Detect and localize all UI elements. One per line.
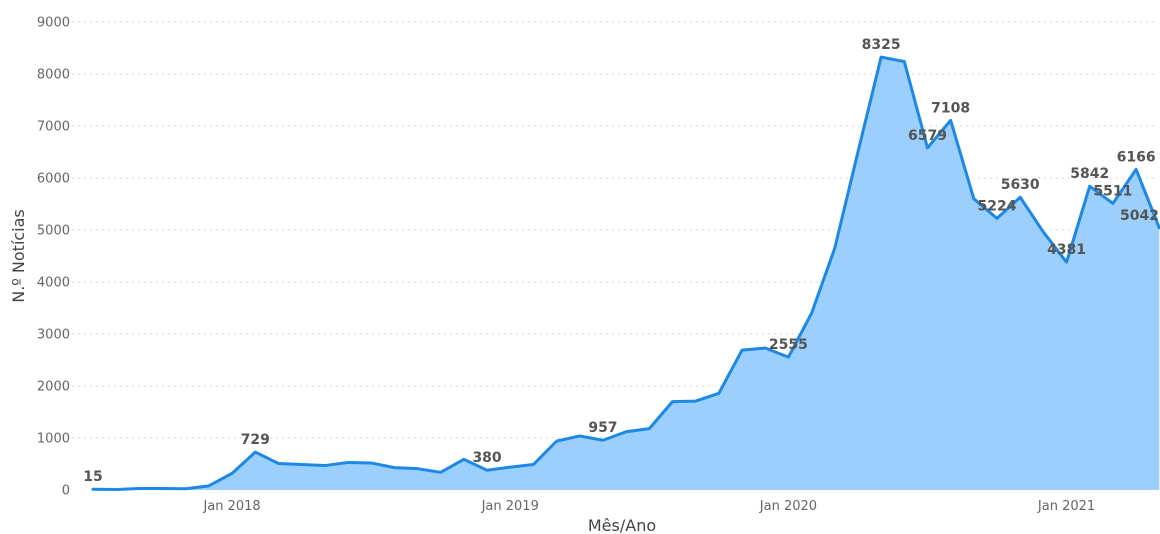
data-label: 729 bbox=[241, 432, 270, 448]
data-label: 2555 bbox=[769, 337, 808, 353]
data-labels: 15 729 380 957 2555 8325 6579 7108 5224 5630 4381 5… bbox=[83, 37, 1159, 485]
data-label: 380 bbox=[472, 450, 501, 466]
y-tick-label: 5000 bbox=[37, 224, 70, 239]
y-axis-title: N.º Notícias bbox=[9, 209, 28, 303]
y-tick-label: 8000 bbox=[37, 68, 70, 83]
data-label: 15 bbox=[83, 469, 102, 485]
y-tick-label: 4000 bbox=[37, 276, 70, 291]
area-fill bbox=[93, 57, 1160, 490]
x-axis-ticks: Jan 2018 Jan 2019 Jan 2020 Jan 2021 bbox=[202, 499, 1095, 514]
data-label: 6579 bbox=[908, 128, 947, 144]
data-label: 957 bbox=[588, 420, 617, 436]
y-tick-label: 2000 bbox=[37, 380, 70, 395]
y-tick-label: 0 bbox=[62, 484, 70, 499]
x-tick-label: Jan 2021 bbox=[1037, 499, 1095, 514]
x-tick-label: Jan 2019 bbox=[481, 499, 539, 514]
y-tick-label: 6000 bbox=[37, 172, 70, 187]
data-label: 4381 bbox=[1047, 242, 1086, 258]
y-axis-ticks: 0 1000 2000 3000 4000 5000 6000 7000 8000 9000 bbox=[37, 16, 70, 499]
y-tick-label: 3000 bbox=[37, 328, 70, 343]
data-label: 5511 bbox=[1093, 183, 1132, 199]
y-tick-label: 9000 bbox=[37, 16, 70, 31]
data-label: 6166 bbox=[1117, 149, 1156, 165]
area-layer bbox=[91, 55, 1160, 491]
series-line bbox=[91, 55, 1160, 491]
data-label: 5224 bbox=[978, 198, 1017, 214]
y-tick-label: 1000 bbox=[37, 432, 70, 447]
x-tick-label: Jan 2018 bbox=[202, 499, 260, 514]
data-label: 5042 bbox=[1120, 208, 1159, 224]
data-label: 5630 bbox=[1001, 177, 1040, 193]
y-tick-label: 7000 bbox=[37, 120, 70, 135]
data-label: 7108 bbox=[931, 100, 970, 116]
data-label: 8325 bbox=[862, 37, 901, 53]
data-label: 5842 bbox=[1070, 166, 1109, 182]
x-tick-label: Jan 2020 bbox=[759, 499, 817, 514]
grid-layer bbox=[72, 21, 1157, 439]
x-axis-title: Mês/Ano bbox=[588, 516, 656, 534]
